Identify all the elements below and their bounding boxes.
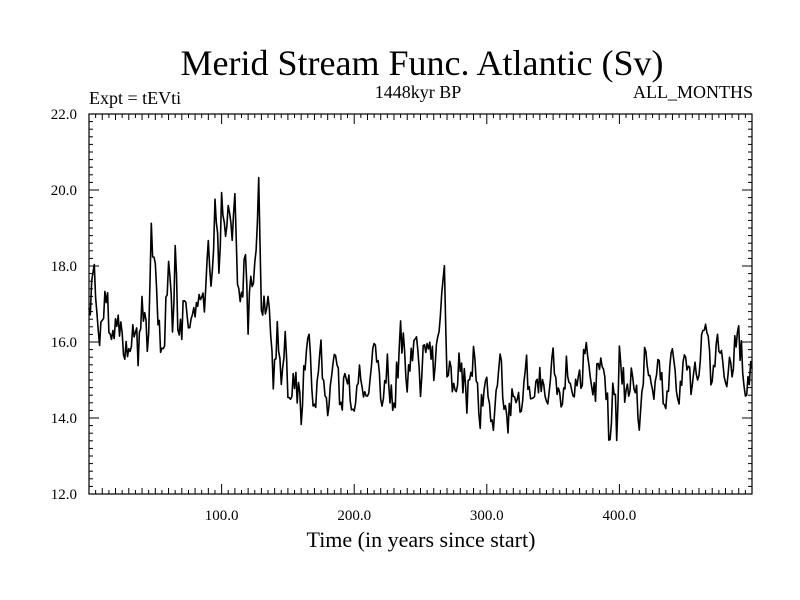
axis-tick-labels: 100.0 200.0 300.0 400.0 12.0 14.0 16.0 18.0 20.0… <box>51 107 637 524</box>
y-tick-label: 22.0 <box>51 107 77 123</box>
x-tick-label: 400.0 <box>603 508 637 524</box>
x-tick-label: 200.0 <box>337 508 371 524</box>
y-tick-label: 14.0 <box>51 411 77 427</box>
y-tick-label: 16.0 <box>51 335 77 351</box>
expt-label: Expt = tEVti <box>89 88 181 108</box>
y-tick-label: 12.0 <box>51 487 77 503</box>
plot-frame <box>88 113 753 495</box>
months-label: ALL_MONTHS <box>633 82 753 102</box>
axis-ticks <box>89 114 752 494</box>
time-label: 1448kyr BP <box>375 82 462 102</box>
y-tick-label: 20.0 <box>51 183 77 199</box>
x-axis-label: Time (in years since start) <box>307 527 536 552</box>
series-line <box>88 176 753 442</box>
chart-title: Merid Stream Func. Atlantic (Sv) <box>181 43 664 83</box>
x-tick-label: 300.0 <box>470 508 504 524</box>
x-tick-label: 100.0 <box>205 508 239 524</box>
y-tick-label: 18.0 <box>51 259 77 275</box>
